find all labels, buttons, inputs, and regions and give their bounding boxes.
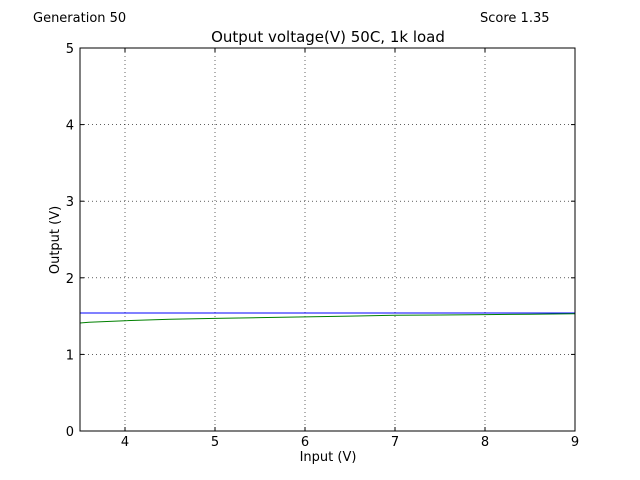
generation-label: Generation 50 [33,11,127,26]
y-tick-label: 2 [66,272,74,287]
x-tick-label: 9 [571,435,579,450]
x-tick-label: 8 [481,435,489,450]
score-label: Score 1.35 [480,11,550,26]
chart-title: Output voltage(V) 50C, 1k load [211,28,445,46]
y-tick-label: 1 [66,348,74,363]
x-axis-title: Input (V) [300,450,357,465]
series-group [79,312,576,324]
grid [80,47,576,432]
x-tick-label: 4 [121,435,129,450]
series-line-2 [79,313,576,324]
y-tick-label: 3 [66,195,74,210]
x-tick-label: 5 [211,435,219,450]
x-tick-label: 7 [391,435,399,450]
x-tick-label: 6 [301,435,309,450]
y-tick-label: 5 [66,42,74,57]
ticks: 4 5 6 7 8 9 0 1 2 3 4 5 [66,42,579,450]
y-axis-title: Output (V) [48,206,63,274]
plot-frame [79,47,576,432]
y-tick-label: 4 [66,119,74,134]
y-tick-label: 0 [66,425,74,440]
